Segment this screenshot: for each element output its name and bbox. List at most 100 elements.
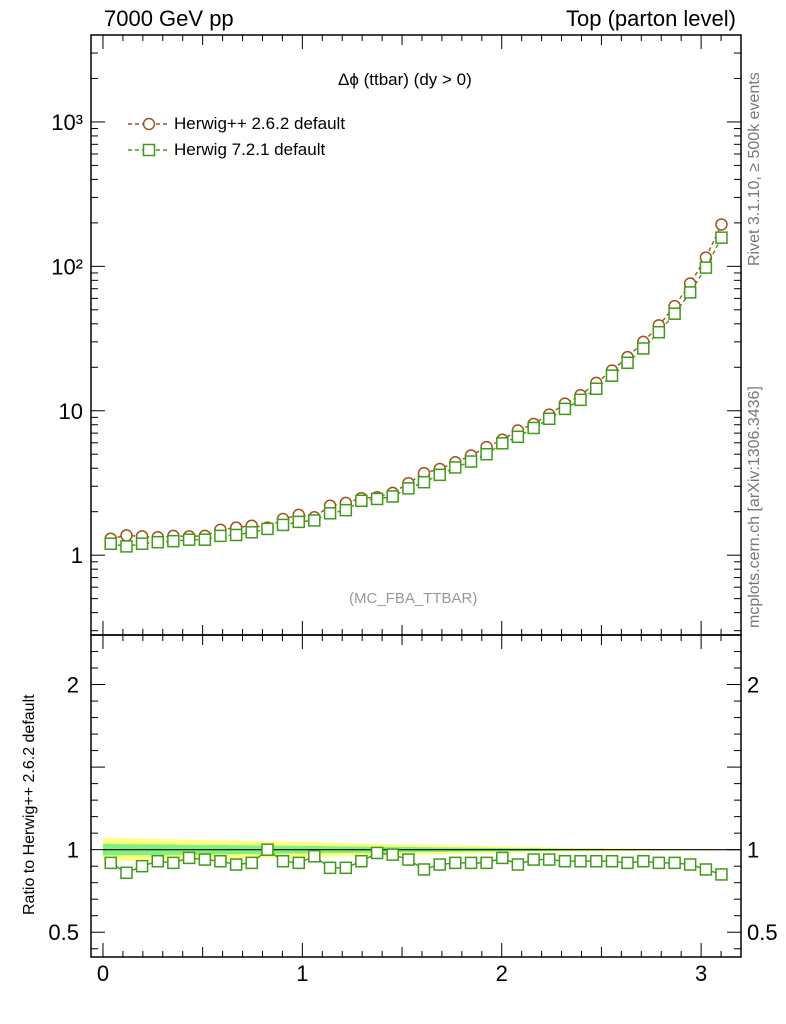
rivet-version-label: Rivet 3.1.10, ≥ 500k events (746, 72, 763, 266)
ratio-series-0-point (574, 854, 587, 868)
ratio-series-0-point (417, 863, 431, 876)
main-series-1-point (151, 535, 165, 549)
main-series-1-point (261, 522, 274, 536)
ratio-series-0-point (198, 853, 212, 866)
main-series-1-point (355, 494, 368, 508)
ratio-series-0-point (292, 856, 306, 870)
main-series-1-point (386, 490, 399, 503)
ratio-series-0-point (120, 866, 133, 880)
ratio-series-0-point (308, 850, 321, 863)
ratio-series-0-point (151, 854, 165, 868)
main-series-1-point (135, 537, 149, 550)
main-series-1-point (182, 533, 196, 546)
ratio-series-0-point (261, 843, 274, 856)
main-series-1-point (605, 369, 619, 382)
main-series-1-point (245, 526, 258, 539)
main-series-1-point (715, 231, 728, 244)
main-series-1-point (464, 455, 478, 468)
x-tick-label: 2 (496, 961, 508, 986)
legend-label-herwig7: Herwig 7.2.1 default (174, 140, 326, 159)
main-series-1-point (167, 534, 180, 548)
main-series-1-point (527, 421, 540, 435)
main-y-tick-label: 1 (71, 543, 83, 568)
mcplots-reference-label: mcplots.cern.ch [arXiv:1306.3436] (746, 386, 763, 628)
main-series-0-point (715, 218, 728, 231)
legend-marker-1 (142, 143, 156, 157)
ratio-series-0-point (245, 856, 258, 870)
ratio-series-0-point (402, 853, 415, 866)
main-series-1-point (683, 286, 697, 299)
ratio-series-0-point (167, 856, 180, 870)
ratio-series-0-point (558, 854, 572, 868)
ratio-series-line-0 (110, 848, 722, 876)
header-right: Top (parton level) (566, 6, 736, 31)
main-series-1-point (511, 430, 525, 444)
main-chart-title: Δϕ (ttbar) (dy > 0) (338, 70, 472, 89)
main-series-1-point (120, 540, 133, 553)
main-series-1-point (621, 356, 634, 370)
ratio-y-tick-label-right: 2 (747, 673, 759, 698)
main-series-1-point (496, 437, 509, 450)
main-series-1-point (637, 342, 650, 355)
ratio-y-tick-label-right: 0.5 (747, 920, 778, 945)
ratio-series-0-point (699, 863, 713, 876)
legend-marker-0 (142, 117, 156, 131)
ratio-y-axis-label: Ratio to Herwig++ 2.6.2 default (21, 694, 38, 915)
main-series-1-point (229, 528, 243, 542)
ratio-series-0-point (652, 856, 666, 870)
ratio-series-0-point (637, 854, 650, 868)
main-series-1-point (449, 461, 462, 474)
main-series-1-point (214, 529, 227, 543)
x-tick-label: 1 (296, 961, 308, 986)
main-series-line-1 (110, 237, 723, 548)
ratio-series-0-point (135, 859, 149, 873)
ratio-series-0-point (542, 853, 556, 866)
x-tick-label: 3 (695, 961, 707, 986)
main-series-1-point (104, 537, 117, 550)
ratio-series-0-point (511, 858, 525, 871)
analysis-caption: (MC_FBA_TTBAR) (349, 590, 478, 607)
header-left: 7000 GeV pp (104, 6, 234, 31)
main-series-0-point (120, 529, 133, 542)
main-series-1-point (558, 402, 572, 416)
main-series-1-point (699, 261, 713, 274)
main-series-1-point (480, 447, 493, 461)
main-series-1-point (323, 507, 337, 520)
ratio-y-tick-label-left: 1 (67, 838, 79, 863)
ratio-y-tick-label-left: 2 (67, 673, 79, 698)
main-series-1-point (668, 307, 681, 320)
ratio-series-0-point (276, 854, 290, 868)
ratio-series-0-point (527, 853, 540, 866)
ratio-series-0-point (214, 854, 227, 868)
ratio-series-0-point (621, 856, 634, 870)
ratio-series-0-point (386, 848, 399, 861)
ratio-series-0-point (683, 858, 697, 871)
ratio-series-0-point (668, 856, 681, 870)
ratio-series-0-point (339, 861, 353, 875)
ratio-series-0-point (496, 851, 509, 865)
main-y-tick-label: 10³ (51, 110, 83, 135)
main-series-1-point (339, 503, 353, 517)
ratio-series-0-point (464, 856, 478, 870)
main-y-tick-label: 10² (51, 254, 83, 279)
ratio-series-0-point (605, 854, 619, 868)
ratio-y-tick-label-left: 0.5 (48, 920, 79, 945)
main-series-1-point (276, 518, 290, 532)
main-series-line-0 (110, 224, 723, 540)
main-series-1-point (198, 533, 212, 546)
x-tick-label: 0 (97, 961, 109, 986)
ratio-series-0-point (449, 856, 462, 870)
ratio-series-0-point (182, 851, 196, 865)
ratio-series-0-point (715, 868, 728, 881)
ratio-series-0-point (229, 858, 243, 871)
main-series-1-point (574, 393, 587, 407)
legend-label-herwigpp: Herwig++ 2.6.2 default (174, 114, 346, 133)
main-series-1-point (433, 468, 446, 482)
ratio-y-tick-label-right: 1 (747, 838, 759, 863)
ratio-series-0-point (323, 861, 337, 875)
ratio-series-0-point (370, 846, 384, 860)
ratio-series-0-point (104, 856, 117, 870)
ratio-series-0-point (433, 858, 446, 871)
main-series-1-point (652, 325, 666, 339)
